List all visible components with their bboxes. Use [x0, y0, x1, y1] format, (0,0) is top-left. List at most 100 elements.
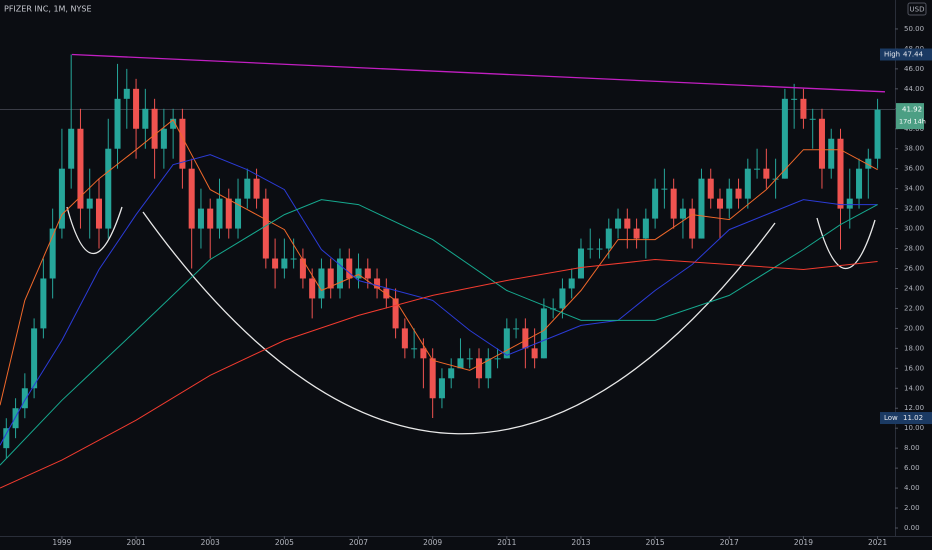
candle-body [837, 138, 844, 209]
candle-body [781, 98, 788, 179]
drawings [66, 206, 876, 435]
badge-label: Low [884, 414, 898, 422]
candle-body [235, 198, 242, 229]
candle-body [438, 378, 445, 399]
candle-body [726, 188, 733, 209]
currency-box[interactable] [907, 2, 927, 16]
last-price-badge [896, 103, 924, 130]
x-tick-label: 2001 [127, 538, 146, 547]
y-tick-label: 34.00 [904, 185, 924, 193]
y-tick-label: 2.00 [904, 504, 920, 512]
chart-title: PFIZER INC, 1M, NYSE [4, 5, 92, 14]
candle-body [216, 198, 223, 229]
candle-body [679, 208, 686, 219]
candle-body [142, 108, 149, 129]
y-tick-label: 4.00 [904, 484, 920, 492]
candle-body [577, 248, 584, 279]
candle-body [262, 198, 269, 259]
candle-body [522, 328, 529, 349]
candle-body [846, 198, 853, 209]
candle-body [791, 98, 798, 100]
countdown: 17d 14h [899, 118, 926, 126]
candle-body [49, 228, 56, 279]
candle-body [133, 88, 140, 129]
y-tick-label: 28.00 [904, 245, 924, 253]
candle-body [503, 328, 510, 359]
x-tick-label: 2011 [497, 538, 516, 547]
candle-body [818, 118, 825, 169]
candle-body [318, 268, 325, 299]
candle-body [800, 98, 807, 119]
candle-body [411, 348, 418, 350]
candle-body [448, 368, 455, 379]
candle-body [652, 188, 659, 219]
x-tick-label: 2017 [720, 538, 739, 547]
candle-body [68, 128, 75, 169]
candle-body [420, 348, 427, 359]
candle-body [160, 128, 167, 149]
y-tick-label: 24.00 [904, 284, 924, 292]
small-arc-left [66, 206, 123, 254]
last-price: 41.92 [902, 106, 922, 114]
x-tick-label: 2003 [201, 538, 220, 547]
y-tick-label: 12.00 [904, 404, 924, 412]
badge-value: 47.44 [903, 50, 924, 58]
x-tick-label: 2009 [423, 538, 442, 547]
badge-label: High [884, 50, 900, 58]
y-tick-label: 26.00 [904, 264, 924, 272]
y-tick-label: 14.00 [904, 384, 924, 392]
x-tick-label: 2021 [868, 538, 887, 547]
candle-body [336, 258, 343, 289]
candle-body [476, 358, 483, 379]
candle-body [253, 178, 260, 199]
y-tick-label: 16.00 [904, 364, 924, 372]
y-tick-label: 20.00 [904, 324, 924, 332]
candle-body [290, 258, 297, 260]
candle-body [531, 348, 538, 359]
candle-body [605, 228, 612, 249]
x-tick-label: 1999 [52, 538, 71, 547]
moving-average [0, 119, 878, 406]
candle-body [299, 258, 306, 279]
candle-body [364, 268, 371, 279]
trendline [71, 53, 886, 93]
candle-body [670, 188, 677, 219]
candle-body [809, 118, 816, 120]
x-tick-label: 2007 [349, 538, 368, 547]
candle-body [77, 128, 84, 209]
currency[interactable]: USD [910, 6, 925, 14]
y-tick-label: 38.00 [904, 145, 924, 153]
candle-body [21, 388, 28, 409]
candle-body [466, 358, 473, 360]
candle-body [540, 308, 547, 359]
series-layer [0, 54, 895, 459]
candle-body [735, 188, 742, 199]
candle-body [272, 258, 279, 269]
y-tick-label: 30.00 [904, 225, 924, 233]
candle-body [633, 228, 640, 239]
candle-body [151, 108, 158, 149]
candle-body [40, 278, 47, 329]
candle-body [95, 198, 103, 229]
candle-body [615, 218, 622, 229]
y-tick-label: 50.00 [904, 25, 924, 33]
candle-body [114, 98, 121, 149]
candle-body [865, 158, 872, 169]
small-arc-right [816, 217, 876, 269]
x-tick-label: 2015 [646, 538, 665, 547]
candle-body [392, 298, 399, 329]
candle-body [207, 208, 214, 229]
candle-body [105, 148, 112, 229]
y-tick-label: 22.00 [904, 304, 924, 312]
candle-body [856, 168, 863, 199]
moving-average [0, 199, 878, 466]
candle-body [624, 218, 631, 229]
y-tick-label: 18.00 [904, 344, 924, 352]
candle-body [355, 268, 362, 279]
candle-body [346, 258, 353, 279]
candle-body [374, 278, 381, 289]
candle-body [707, 178, 714, 199]
candle-body [828, 138, 835, 169]
